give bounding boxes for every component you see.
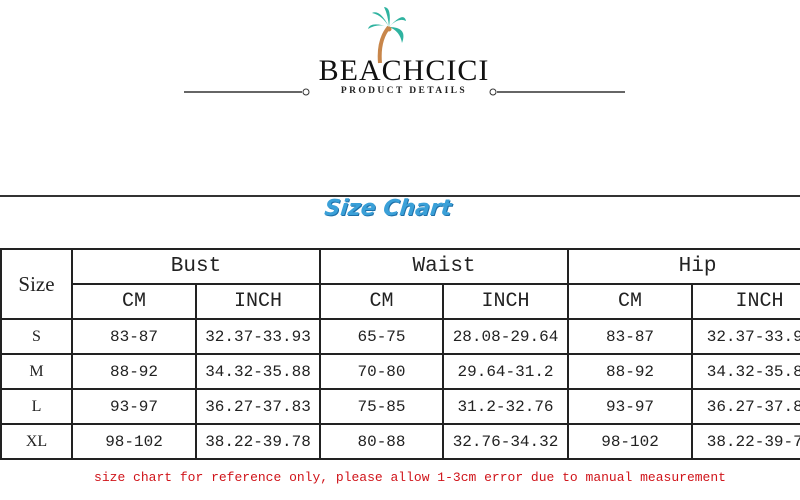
cell: 28.08-29.64 (442, 318, 570, 355)
cell: 98-102 (71, 423, 197, 460)
header-unit: CM (319, 283, 445, 320)
cell: 36.27-37.83 (194, 388, 322, 425)
brand-header: BEACHCICI PRODUCT DETAILS (0, 0, 800, 110)
header-unit: CM (567, 283, 694, 320)
cell: 88-92 (567, 353, 694, 390)
cell: 75-85 (319, 388, 445, 425)
size-label: S (0, 318, 73, 355)
reference-note: size chart for reference only, please al… (94, 470, 726, 485)
table-row: L 93-97 36.27-37.83 75-85 31.2-32.76 93-… (0, 388, 800, 425)
header-row-units: CM INCH CM INCH CM INCH (1, 283, 800, 320)
cell: 83-87 (71, 318, 197, 355)
cell: 80-88 (319, 423, 445, 460)
header-hip: Hip (567, 248, 800, 285)
header-unit: CM (71, 283, 197, 320)
size-chart-title: Size Chart (323, 196, 453, 221)
table-row: M 88-92 34.32-35.88 70-80 29.64-31.2 88-… (0, 353, 800, 390)
brand-name: BEACHCICI (318, 54, 490, 87)
cell: 38.22-39-78 (691, 423, 800, 460)
cell: 36.27-37.83 (691, 388, 800, 425)
header-unit: INCH (442, 283, 570, 320)
cell: 31.2-32.76 (442, 388, 570, 425)
table-row: S 83-87 32.37-33.93 65-75 28.08-29.64 83… (0, 318, 800, 355)
cell: 93-97 (567, 388, 694, 425)
size-label: M (0, 353, 73, 390)
header-waist: Waist (319, 248, 570, 285)
header-row-groups: Size Bust Waist Hip (0, 248, 800, 320)
header-bust: Bust (70, 248, 322, 285)
table-row: XL 98-102 38.22-39.78 80-88 32.76-34.32 … (0, 423, 800, 460)
cell: 93-97 (71, 388, 197, 425)
cell: 32.37-33.93 (194, 318, 322, 355)
cell: 34.32-35.88 (691, 353, 800, 390)
cell: 88-92 (71, 353, 197, 390)
cell: 38.22-39.78 (194, 423, 322, 460)
cell: 32.76-34.32 (442, 423, 570, 460)
size-label: XL (0, 423, 73, 460)
cell: 70-80 (319, 353, 445, 390)
header-unit: INCH (691, 283, 800, 320)
header-size: Size (0, 248, 73, 320)
cell: 34.32-35.88 (194, 353, 322, 390)
size-table: Size Bust Waist Hip CM INCH CM INCH CM I… (0, 248, 800, 460)
brand-tagline: PRODUCT DETAILS (340, 86, 468, 96)
size-label: L (0, 388, 73, 425)
cell: 98-102 (567, 423, 694, 460)
header-unit: INCH (194, 283, 322, 320)
cell: 32.37-33.93 (691, 318, 800, 355)
section-divider (0, 195, 800, 197)
cell: 65-75 (319, 318, 445, 355)
cell: 29.64-31.2 (442, 353, 570, 390)
palm-tree-icon (368, 7, 406, 64)
divider-lines (184, 88, 625, 96)
cell: 83-87 (567, 318, 694, 355)
